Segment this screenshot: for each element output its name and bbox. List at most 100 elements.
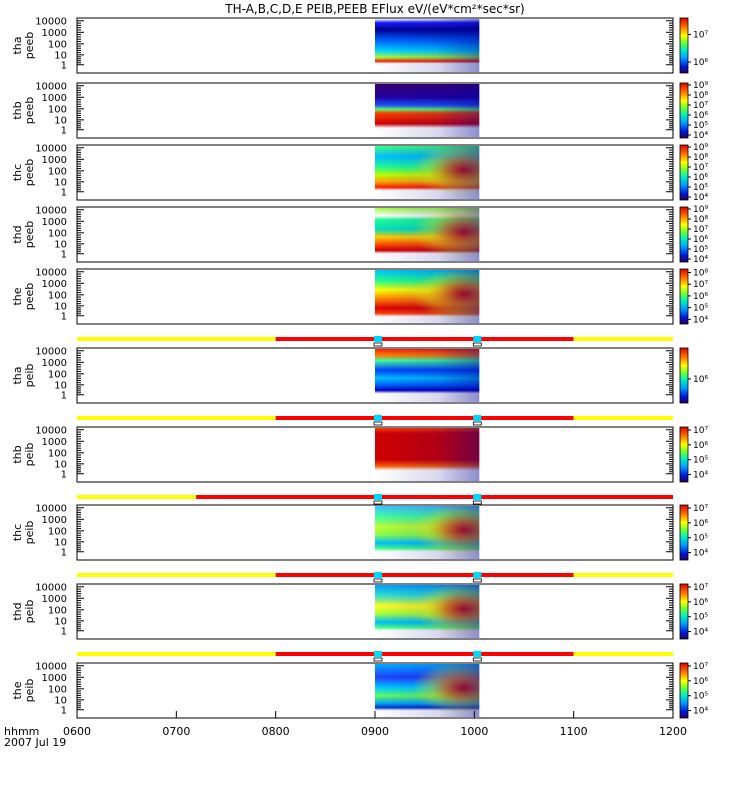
y-tick-label: 1: [61, 187, 67, 198]
colorbar-tick-label: 10⁴: [693, 131, 708, 141]
mode-bar-2: [77, 415, 673, 426]
panel-instrument-label: peib: [23, 443, 36, 467]
y-tick-label: 10000: [35, 425, 67, 436]
mode-segment-red: [275, 416, 574, 420]
colorbar-tick-label: 10⁶: [693, 235, 708, 245]
panel-instrument-label: peeb: [23, 283, 36, 311]
colorbar-tick-label: 10⁸: [693, 269, 708, 279]
mode-segment-yellow: [77, 573, 276, 577]
y-tick-label: 10000: [35, 16, 67, 27]
colorbar-tick-label: 10⁶: [693, 441, 708, 451]
colorbar-tick-label: 10⁹: [693, 205, 708, 215]
mode-marker: [373, 336, 382, 342]
x-axis-date: 2007 Jul 19: [4, 736, 66, 749]
colorbar-tick-label: 10⁴: [693, 628, 708, 638]
mode-marker: [473, 494, 482, 500]
colorbar-tick-label: 10⁶: [693, 519, 708, 529]
y-tick-label: 1000: [42, 217, 67, 228]
spectrogram-overlay: [375, 270, 480, 323]
mode-marker: [473, 415, 482, 421]
colorbar-tick-label: 10⁷: [693, 225, 708, 235]
panel-instrument-label: peeb: [23, 97, 36, 125]
spectrogram-overlay: [375, 208, 480, 261]
y-tick-label: 100: [48, 526, 67, 537]
mode-bar-1: [77, 336, 673, 347]
mode-marker: [373, 494, 382, 500]
colorbar: [679, 504, 689, 561]
panel-probe-label: thd: [11, 225, 24, 243]
y-tick-label: 10000: [35, 143, 67, 154]
y-tick-label: 1: [61, 390, 67, 401]
panel-instrument-label: peeb: [23, 32, 36, 60]
panel-border: [76, 504, 674, 561]
y-tick-label: 1: [61, 311, 67, 322]
y-tick-label: 10: [54, 459, 67, 470]
panel-probe-label: thb: [11, 445, 24, 463]
x-tick-label: 1000: [460, 725, 488, 738]
mode-marker: [373, 572, 382, 578]
y-tick-label: 10000: [35, 582, 67, 593]
colorbar: [679, 347, 689, 404]
mode-marker: [473, 572, 482, 578]
y-tick-label: 10: [54, 115, 67, 126]
y-tick-label: 100: [48, 166, 67, 177]
y-tick-label: 1000: [42, 358, 67, 369]
y-tick-label: 10000: [35, 81, 67, 92]
mode-segment-yellow: [573, 416, 673, 420]
panel-probe-label: tha: [11, 36, 24, 54]
mode-segment-red: [275, 337, 574, 341]
x-tick-label: 0900: [361, 725, 389, 738]
panel-border: [76, 17, 674, 74]
panel-border: [76, 426, 674, 483]
y-tick-label: 10000: [35, 346, 67, 357]
mode-marker: [373, 415, 382, 421]
mode-bars: [77, 336, 673, 662]
colorbar-tick-label: 10⁷: [693, 426, 708, 436]
colorbar-tick-label: 10⁷: [693, 31, 708, 41]
mode-segment-red: [275, 652, 574, 656]
y-tick-label: 10: [54, 50, 67, 61]
y-tick-label: 10: [54, 537, 67, 548]
panel-instrument-label: peib: [23, 521, 36, 545]
panel-probe-label: the: [11, 287, 24, 305]
y-tick-label: 1: [61, 547, 67, 558]
mode-segment-yellow: [77, 495, 197, 499]
colorbar: [679, 583, 689, 640]
y-tick-label: 100: [48, 684, 67, 695]
colorbar-tick-label: 10⁴: [693, 315, 708, 325]
colorbar-tick-label: 10⁷: [693, 163, 708, 173]
colorbar-tick-label: 10⁷: [693, 504, 708, 514]
y-tick-label: 1: [61, 125, 67, 136]
mode-segment-yellow: [573, 337, 673, 341]
colorbar-tick-label: 10⁹: [693, 81, 708, 91]
colorbar-tick-label: 10⁸: [693, 153, 708, 163]
colorbar-tick-label: 10⁹: [693, 143, 708, 153]
mode-marker-box: [472, 500, 482, 505]
panel-probe-label: thc: [11, 524, 24, 541]
y-tick-label: 10000: [35, 661, 67, 672]
panel-probe-label: the: [11, 681, 24, 699]
panel-border: [76, 206, 674, 263]
colorbar: [679, 426, 689, 483]
y-tick-label: 1000: [42, 279, 67, 290]
mode-marker-box: [472, 657, 482, 662]
y-tick-label: 10: [54, 301, 67, 312]
y-tick-label: 1000: [42, 673, 67, 684]
panel-border: [76, 82, 674, 139]
x-tick-label: 1100: [560, 725, 588, 738]
spectrogram-overlay: [375, 506, 480, 559]
colorbar-tick-label: 10⁵: [693, 304, 708, 314]
mode-segment-yellow: [573, 573, 673, 577]
colorbar-tick-label: 10⁴: [693, 707, 708, 717]
mode-marker-box: [373, 578, 383, 583]
y-tick-label: 10: [54, 695, 67, 706]
colorbar: [679, 268, 689, 325]
colorbar: [679, 662, 689, 719]
